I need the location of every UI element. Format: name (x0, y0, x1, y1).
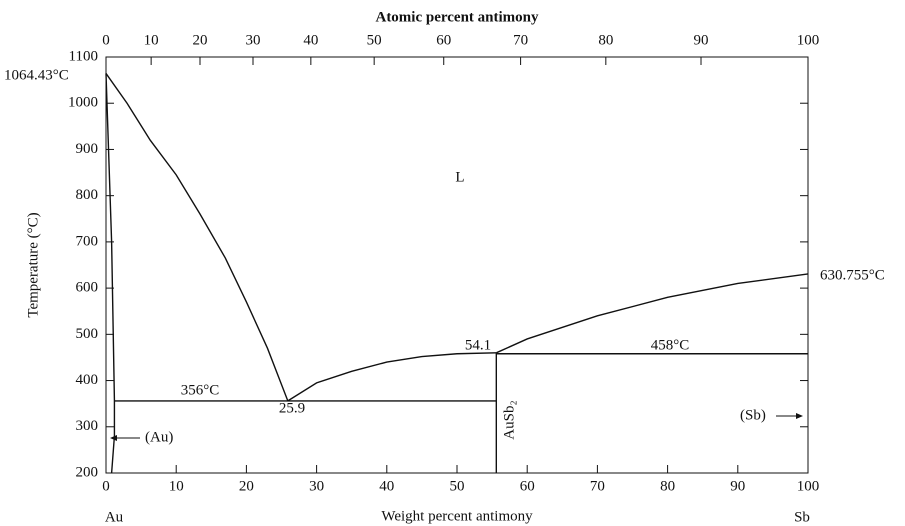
y-tick-label: 800 (76, 187, 99, 203)
y-tick-label: 400 (76, 372, 99, 388)
x-tick-label: 40 (379, 478, 394, 494)
y-tick-label: 300 (76, 418, 99, 434)
annotation: Sb (794, 509, 810, 525)
x2-tick-label: 20 (192, 32, 207, 48)
x2-tick-label: 90 (694, 32, 709, 48)
y-tick-label: 600 (76, 280, 99, 296)
annotation: L (455, 169, 464, 185)
annotation: 630.755°C (820, 267, 885, 283)
annotation: 1064.43°C (4, 67, 69, 83)
x-tick-label: 90 (730, 478, 745, 494)
annotation: (Au) (145, 429, 173, 445)
x-axis-label: Weight percent antimony (381, 508, 533, 524)
x-tick-label: 60 (520, 478, 535, 494)
x-tick-label: 10 (169, 478, 184, 494)
x-tick-label: 50 (450, 478, 465, 494)
x2-tick-label: 50 (367, 32, 382, 48)
phase-boundary (496, 273, 809, 354)
x-tick-label: 100 (797, 478, 820, 494)
annotation: AuSb₂ (501, 400, 517, 439)
x2-tick-label: 0 (102, 32, 110, 48)
plot-frame (105, 56, 809, 474)
x-tick-label: 70 (590, 478, 605, 494)
y-tick-label: 900 (76, 141, 99, 157)
y-tick-label: 700 (76, 233, 99, 249)
x2-tick-label: 60 (436, 32, 451, 48)
x2-tick-label: 100 (797, 32, 820, 48)
y-axis-label: Temperature (°C) (25, 212, 41, 317)
annotation: 54.1 (465, 337, 491, 353)
phase-boundary (287, 352, 497, 402)
arrowhead (110, 435, 117, 441)
phase-boundary (105, 73, 116, 474)
x2-tick-label: 70 (513, 32, 528, 48)
annotation: 458°C (651, 337, 690, 353)
x-tick-label: 80 (660, 478, 675, 494)
y-tick-label: 1000 (68, 95, 98, 111)
arrowhead (796, 413, 803, 419)
annotation: 25.9 (279, 400, 305, 416)
y-tick-label: 200 (76, 464, 99, 480)
x2-axis-label: Atomic percent antimony (375, 9, 539, 25)
x-tick-label: 0 (102, 478, 110, 494)
annotation: 356°C (181, 382, 220, 398)
x2-tick-label: 80 (598, 32, 613, 48)
phase-boundary (105, 73, 289, 402)
annotation: Au (105, 509, 124, 525)
x2-tick-label: 40 (303, 32, 318, 48)
y-tick-label: 500 (76, 326, 99, 342)
x-tick-label: 30 (309, 478, 324, 494)
x-tick-label: 20 (239, 478, 254, 494)
annotation: (Sb) (740, 407, 766, 423)
y-tick-label: 1100 (69, 48, 98, 64)
x2-tick-label: 10 (144, 32, 159, 48)
x2-tick-label: 30 (245, 32, 260, 48)
